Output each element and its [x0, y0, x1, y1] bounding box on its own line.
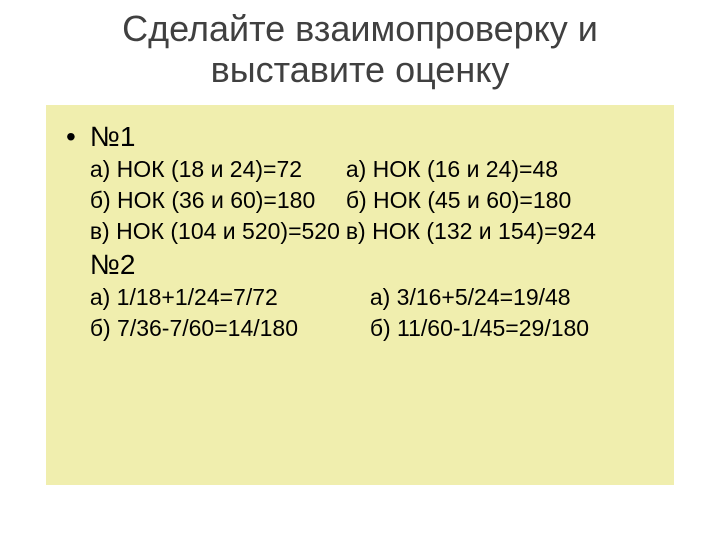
data-row: а) 1/18+1/24=7/72 а) 3/16+5/24=19/48	[90, 282, 662, 313]
cell-left: а) НОК (18 и 24)=72	[90, 154, 346, 185]
list-item: • №1 а) НОК (18 и 24)=72 а) НОК (16 и 24…	[58, 119, 662, 344]
data-row: б) 7/36-7/60=14/180 б) 11/60-1/45=29/180	[90, 313, 662, 344]
section-heading-1: №1	[90, 119, 662, 154]
cell-left: б) НОК (36 и 60)=180	[90, 185, 346, 216]
content-panel: • №1 а) НОК (18 и 24)=72 а) НОК (16 и 24…	[46, 105, 674, 485]
cell-left: б) 7/36-7/60=14/180	[90, 313, 370, 344]
cell-right: в) НОК (132 и 154)=924	[346, 216, 662, 247]
data-row: б) НОК (36 и 60)=180 б) НОК (45 и 60)=18…	[90, 185, 662, 216]
cell-right: а) НОК (16 и 24)=48	[346, 154, 662, 185]
title-line-1: Сделайте взаимопроверку и	[122, 8, 598, 49]
data-row: в) НОК (104 и 520)=520 в) НОК (132 и 154…	[90, 216, 662, 247]
cell-right: б) 11/60-1/45=29/180	[370, 313, 662, 344]
data-row: а) НОК (18 и 24)=72 а) НОК (16 и 24)=48	[90, 154, 662, 185]
cell-left: в) НОК (104 и 520)=520	[90, 216, 346, 247]
cell-right: а) 3/16+5/24=19/48	[370, 282, 662, 313]
slide-title: Сделайте взаимопроверку и выставите оцен…	[0, 0, 720, 105]
title-line-2: выставите оценку	[211, 49, 510, 90]
section-heading-2: №2	[90, 247, 662, 282]
cell-left: а) 1/18+1/24=7/72	[90, 282, 370, 313]
item-content: №1 а) НОК (18 и 24)=72 а) НОК (16 и 24)=…	[90, 119, 662, 344]
bullet-icon: •	[66, 119, 76, 154]
cell-right: б) НОК (45 и 60)=180	[346, 185, 662, 216]
